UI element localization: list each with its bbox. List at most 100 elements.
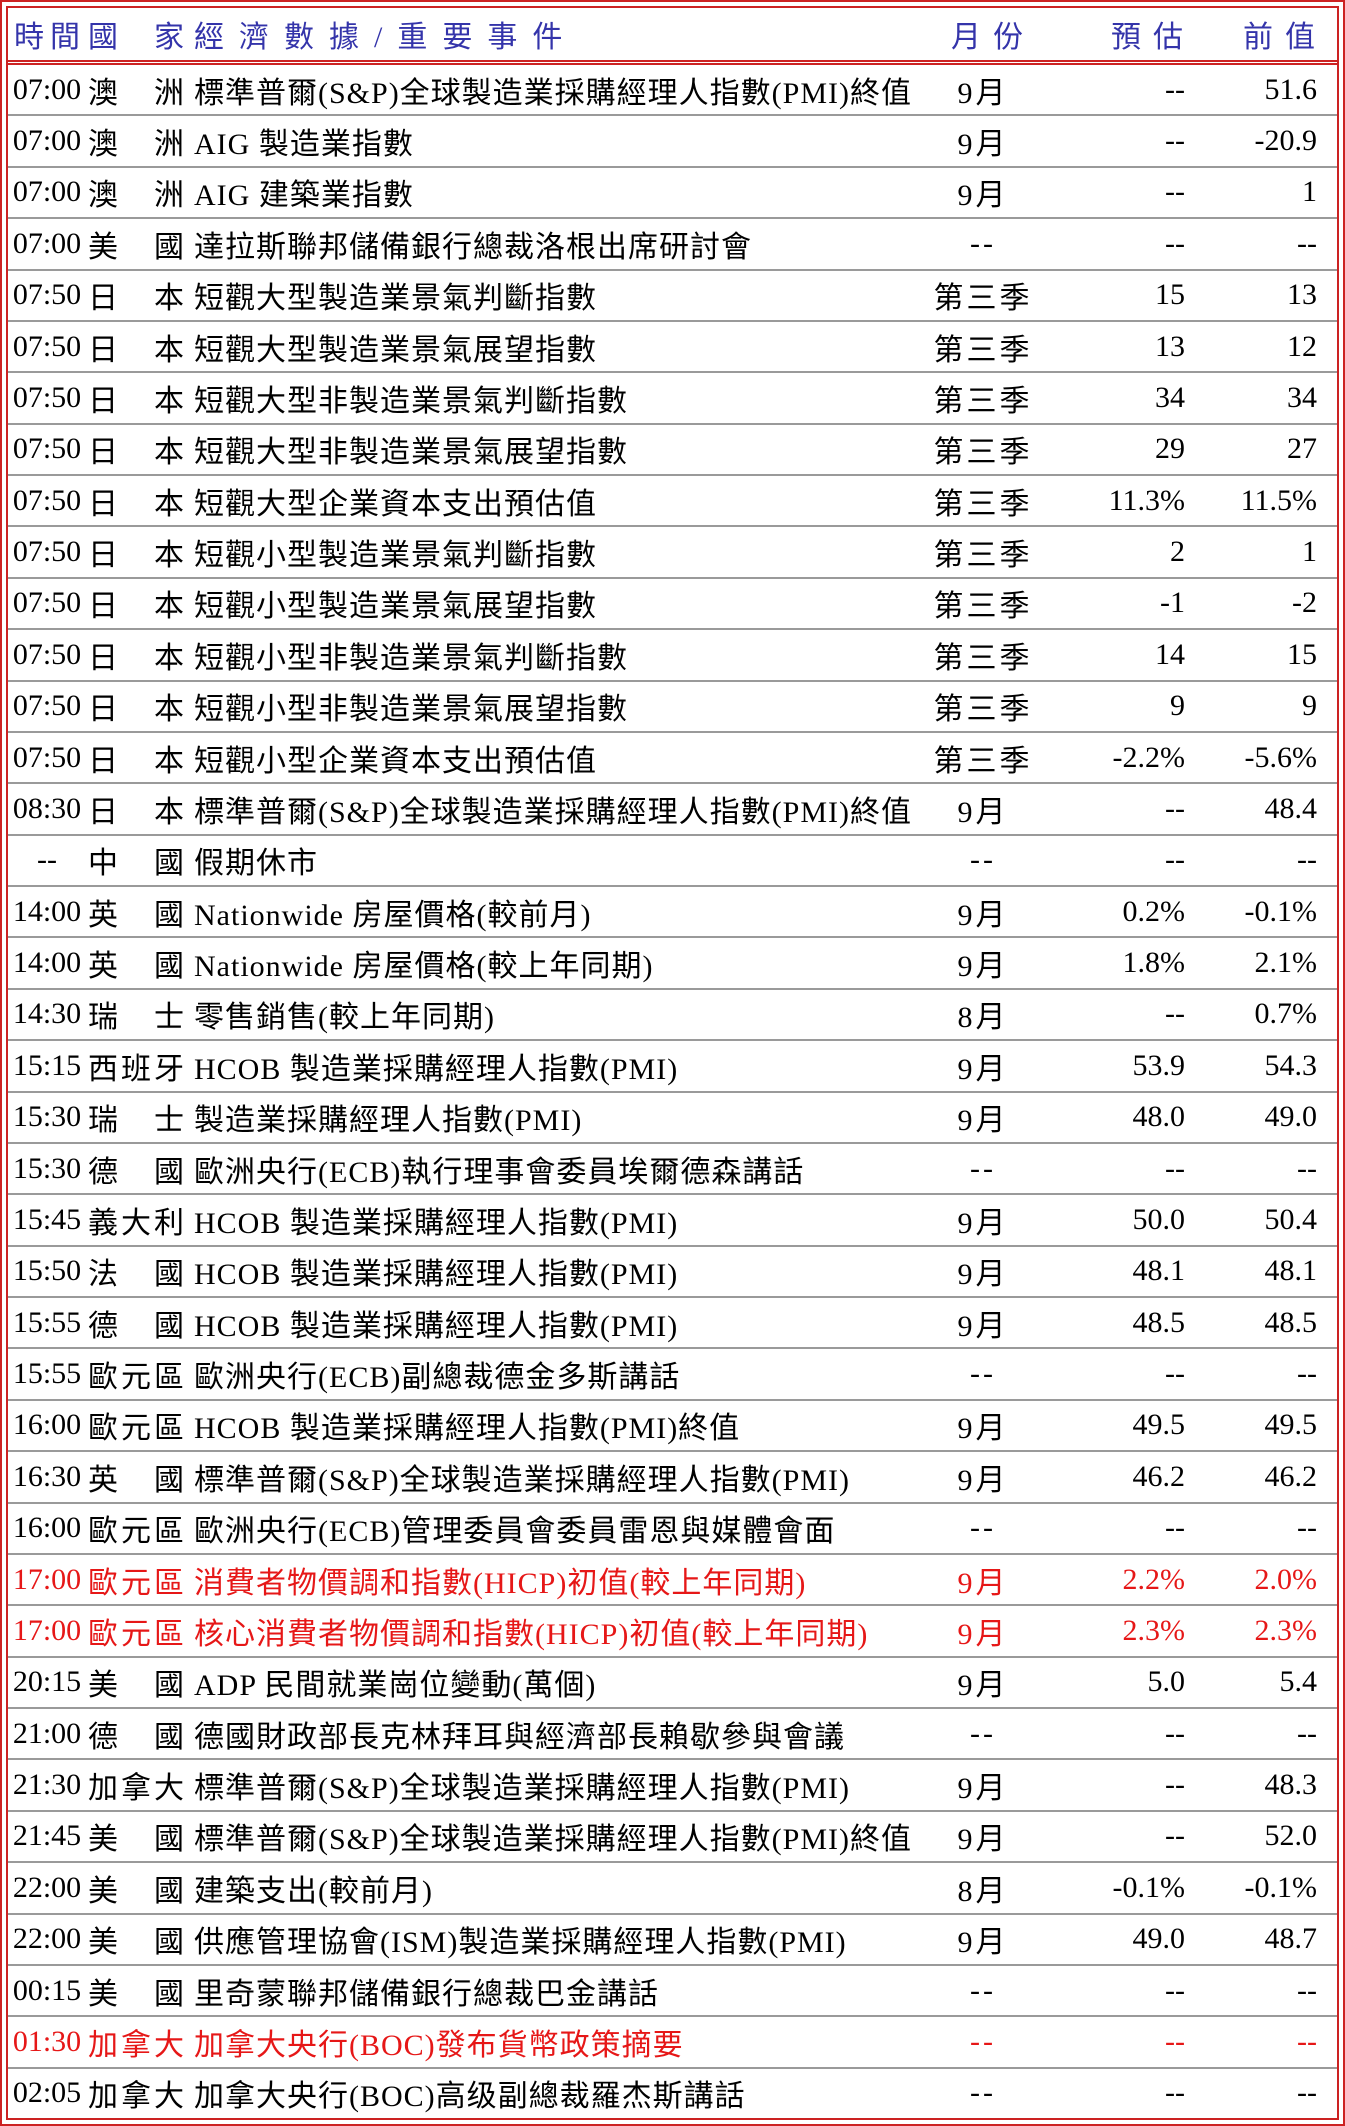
char: 德 <box>88 1155 118 1189</box>
char: 拿 <box>121 1772 151 1806</box>
row-country: 澳洲 <box>88 68 184 112</box>
char: 本 <box>154 539 184 573</box>
row-event: HCOB 製造業採購經理人指數(PMI) <box>194 1206 679 1240</box>
table-row: 07:50 日本短觀大型非製造業景氣展望指數 第三季 29 27 <box>8 425 1337 476</box>
row-country: 歐元區 <box>88 1403 184 1447</box>
table-row: 15:30 瑞士製造業採購經理人指數(PMI) 9月 48.0 49.0 <box>8 1093 1337 1144</box>
row-time: 15:45 <box>12 1202 82 1236</box>
row-previous: 51.6 <box>1264 72 1318 106</box>
row-time: 08:30 <box>12 791 82 825</box>
row-time: 07:00 <box>12 226 82 260</box>
row-event: 短觀大型非製造業景氣判斷指數 <box>194 384 628 418</box>
row-time: 07:50 <box>12 329 82 363</box>
char: 美 <box>88 230 118 264</box>
row-event: HCOB 製造業採購經理人指數(PMI) <box>194 1258 679 1292</box>
char: 德 <box>88 1720 118 1754</box>
char: 元 <box>121 1617 151 1651</box>
row-country: 歐元區 <box>88 1506 184 1550</box>
row-event: HCOB 製造業採購經理人指數(PMI) <box>194 1309 679 1343</box>
row-country: 美國 <box>88 222 184 266</box>
row-month: 第三季 <box>933 333 1033 367</box>
row-previous: 27 <box>1287 432 1317 466</box>
row-country: 瑞士 <box>88 1095 184 1139</box>
row-country: 日本 <box>88 581 184 625</box>
row-country: 加拿大 <box>88 2071 184 2115</box>
char: 本 <box>154 795 184 829</box>
row-time: 07:50 <box>12 380 82 414</box>
row-previous: 48.5 <box>1264 1305 1318 1339</box>
row-forecast: -- <box>1165 997 1185 1031</box>
row-event: 短觀小型非製造業景氣判斷指數 <box>194 641 628 675</box>
char: 本 <box>154 590 184 624</box>
char: 歐 <box>88 1361 118 1395</box>
row-forecast: -- <box>1165 1973 1185 2007</box>
row-country: 日本 <box>88 530 184 574</box>
row-forecast: 48.5 <box>1132 1305 1186 1339</box>
row-previous: 15 <box>1287 637 1317 671</box>
char: 本 <box>154 384 184 418</box>
char: 加 <box>88 1772 118 1806</box>
row-time: 07:50 <box>12 740 82 774</box>
row-month: 第三季 <box>933 436 1033 470</box>
row-time: 07:50 <box>12 483 82 517</box>
char: 日 <box>88 384 118 418</box>
row-previous: 9 <box>1302 689 1317 723</box>
char: 牙 <box>154 1052 184 1086</box>
row-previous: 54.3 <box>1264 1048 1318 1082</box>
table-row: 07:00 澳洲標準普爾(S&P)全球製造業採購經理人指數(PMI)終值 9月 -- 5… <box>8 65 1337 117</box>
table-row: 15:50 法國 HCOB 製造業採購經理人指數(PMI) 9月 48.1 48.1 <box>8 1247 1337 1298</box>
row-event: 短觀大型非製造業景氣展望指數 <box>194 436 628 470</box>
row-event: 標準普爾(S&P)全球製造業採購經理人指數(PMI) <box>194 1772 851 1806</box>
table-row: 15:45 義大利 HCOB 製造業採購經理人指數(PMI) 9月 50.0 50.4 <box>8 1195 1337 1247</box>
row-forecast: -- <box>1165 72 1185 106</box>
table-row: 16:00 歐元區歐洲央行(ECB)管理委員會委員雷恩與媒體會面 -- -- -- <box>8 1504 1337 1555</box>
table-body: 07:00 澳洲標準普爾(S&P)全球製造業採購經理人指數(PMI)終值 9月 -- 5… <box>8 65 1337 2118</box>
char: 國 <box>154 950 184 984</box>
char: 國 <box>154 1155 184 1189</box>
row-time: 07:00 <box>12 175 82 209</box>
row-forecast: -- <box>1165 791 1185 825</box>
row-month: 第三季 <box>933 539 1033 573</box>
row-country: 義大利 <box>88 1198 184 1242</box>
row-country: 日本 <box>88 376 184 420</box>
char: 利 <box>154 1206 184 1240</box>
char: 日 <box>88 487 118 521</box>
char: 國 <box>154 1669 184 1703</box>
row-time: 07:00 <box>12 72 82 106</box>
row-previous: -2 <box>1292 586 1317 620</box>
row-previous: 1 <box>1302 175 1317 209</box>
row-time: 15:55 <box>12 1305 82 1339</box>
row-month: 9月 <box>957 1926 1009 1960</box>
table-row: 21:45 美國標準普爾(S&P)全球製造業採購經理人指數(PMI)終值 9月 -- 5… <box>8 1812 1337 1864</box>
char: 國 <box>154 1258 184 1292</box>
row-month: 9月 <box>957 1463 1009 1497</box>
row-time: 20:15 <box>12 1665 82 1699</box>
row-forecast: 2 <box>1170 535 1185 569</box>
char: 國 <box>154 847 184 881</box>
row-event: 標準普爾(S&P)全球製造業採購經理人指數(PMI)終值 <box>194 1823 913 1857</box>
char: 本 <box>154 487 184 521</box>
row-country: 澳洲 <box>88 119 184 163</box>
char: 本 <box>154 282 184 316</box>
row-month: -- <box>970 1357 996 1391</box>
header-country: 國家 <box>88 12 184 56</box>
table-row: 20:15 美國 ADP 民間就業崗位變動(萬個) 9月 5.0 5.4 <box>8 1658 1337 1709</box>
row-forecast: -- <box>1165 1716 1185 1750</box>
row-month: 第三季 <box>933 487 1033 521</box>
char: 英 <box>88 1463 118 1497</box>
table-row: 21:30 加拿大標準普爾(S&P)全球製造業採購經理人指數(PMI) 9月 -- 48… <box>8 1760 1337 1812</box>
row-country: 中國 <box>88 838 184 882</box>
row-country: 日本 <box>88 427 184 471</box>
header-month: 月份 <box>951 21 1035 54</box>
row-previous: -- <box>1297 843 1317 877</box>
row-time: 07:50 <box>12 689 82 723</box>
row-previous: 49.0 <box>1264 1100 1318 1134</box>
char: 本 <box>154 641 184 675</box>
row-time: 22:00 <box>12 1870 82 1904</box>
row-country: 歐元區 <box>88 1558 184 1602</box>
row-country: 德國 <box>88 1301 184 1345</box>
row-forecast: -- <box>1165 1151 1185 1185</box>
row-month: 9月 <box>957 128 1009 162</box>
table-inner-border: 時間 國家 經濟數據/重要事件 月份 預估 前值 07:00 澳洲標準普爾(S&P… <box>6 6 1339 2120</box>
